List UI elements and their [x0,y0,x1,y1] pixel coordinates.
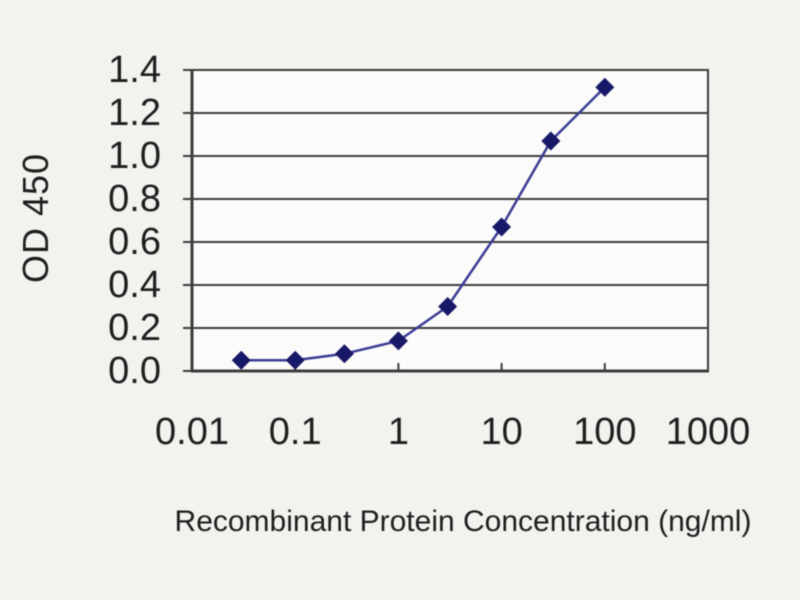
data-point-marker [595,77,615,97]
x-tick-label: 1 [387,411,409,453]
y-tick-label: 1.0 [108,135,161,177]
data-point-marker [231,350,251,370]
x-tick-label: 0.01 [155,411,229,453]
y-tick-label: 0.4 [108,264,161,306]
y-tick-label: 1.4 [108,49,161,91]
x-axis-tick-labels: 0.01 0.1 1 10 100 1000 [0,412,800,458]
data-point-marker [541,131,561,151]
y-tick-label: 0.8 [108,178,161,220]
data-point-marker [388,331,408,351]
x-tick-label: 10 [480,411,523,453]
y-tick-label: 0.2 [108,307,161,349]
y-tick-label: 0.0 [108,350,161,392]
x-tick-label: 0.1 [268,411,322,453]
data-point-marker [334,344,354,364]
y-axis-tick-labels: 0.0 0.2 0.4 0.6 0.8 1.0 1.2 1.4 [0,0,161,600]
plot-background [192,70,708,371]
x-tick-label: 100 [573,411,637,453]
data-point-marker [492,217,512,237]
data-point-marker [285,350,305,370]
data-point-marker [438,297,458,316]
x-axis-title: Recombinant Protein Concentration (ng/ml… [174,505,752,538]
x-tick-label: 1000 [665,411,751,453]
y-tick-label: 0.6 [108,221,161,263]
y-tick-label: 1.2 [108,92,161,134]
